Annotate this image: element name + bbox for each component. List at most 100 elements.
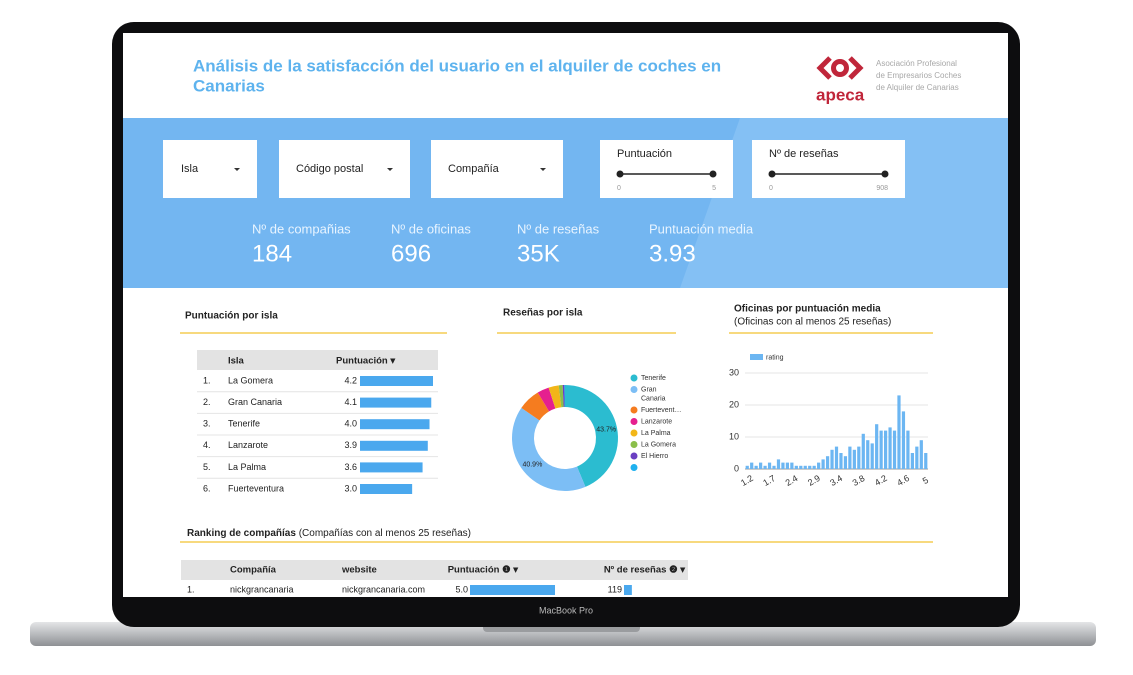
donut-slice — [521, 392, 550, 421]
value-bar — [360, 376, 433, 386]
bar — [919, 440, 923, 469]
bar — [821, 459, 825, 469]
legend-label: La Palma — [641, 430, 671, 437]
donut-slice — [564, 385, 565, 408]
bar — [759, 462, 763, 469]
slider-handle[interactable] — [881, 170, 889, 178]
row-rank: 5. — [203, 462, 211, 472]
logo-icon — [816, 56, 864, 80]
row-name: Tenerife — [228, 419, 260, 429]
legend-swatch — [630, 374, 638, 382]
legend-label: Gran Canaria — [641, 386, 666, 402]
slice-label: 43.7% — [596, 427, 616, 434]
legend-label: El Hierro — [641, 453, 668, 460]
legend-label: Fuertevent… — [641, 407, 681, 414]
row-name: La Gomera — [228, 375, 273, 385]
row-website: nickgrancanaria.com — [342, 584, 425, 594]
row-score: 5.0 — [455, 584, 468, 594]
value-bar — [360, 419, 430, 430]
org-name: Asociación Profesional — [876, 59, 957, 68]
kpi-value: 3.93 — [649, 240, 696, 267]
value-bar — [360, 484, 413, 494]
filter-label: Compañía — [448, 163, 500, 175]
table-header — [197, 350, 438, 370]
slider-label: Nº de reseñas — [769, 148, 839, 160]
bar — [772, 465, 776, 469]
dropdown-arrow — [234, 168, 240, 171]
row-rank: 4. — [203, 440, 211, 450]
slider-handle[interactable] — [768, 170, 776, 178]
bar — [888, 427, 892, 469]
y-tick-label: 10 — [729, 431, 739, 441]
slider-max: 5 — [712, 185, 716, 192]
bar — [790, 462, 794, 469]
bar — [830, 449, 834, 469]
filter-label: Isla — [181, 163, 199, 175]
bar — [750, 462, 754, 469]
bar — [857, 446, 861, 469]
row-value: 3.0 — [344, 483, 357, 493]
screen: Análisis de la satisfacción del usuario … — [123, 33, 1008, 597]
row-value: 4.2 — [344, 375, 357, 385]
bar — [883, 430, 888, 469]
donut-slice — [562, 385, 565, 408]
range-slider[interactable] — [600, 140, 733, 198]
column-header: website — [341, 565, 377, 576]
bar — [825, 456, 830, 469]
legend-label: rating — [766, 354, 784, 361]
legend-swatch — [750, 354, 763, 360]
section-title: Ranking de compañías (Compañías con al m… — [187, 528, 471, 539]
slider-label: Puntuación — [617, 148, 672, 160]
bar — [924, 453, 928, 469]
filter-dropdown[interactable] — [163, 140, 257, 198]
bar — [808, 465, 812, 469]
row-value: 4.0 — [344, 419, 357, 429]
legend-label: Lanzarote — [641, 418, 672, 425]
bar — [763, 465, 767, 469]
row-name: Fuerteventura — [228, 483, 284, 493]
table-header — [181, 560, 688, 580]
row-rank: 2. — [203, 397, 211, 407]
kpi-value: 696 — [391, 240, 431, 267]
row-value: 4.1 — [344, 397, 357, 407]
row-rank: 3. — [203, 419, 211, 429]
device-label: MacBook Pro — [539, 605, 593, 615]
slider-handle[interactable] — [616, 170, 624, 178]
row-name: Gran Canaria — [228, 397, 282, 407]
y-tick-label: 20 — [729, 399, 739, 409]
legend-swatch — [630, 452, 638, 460]
bar — [803, 465, 807, 469]
dropdown-arrow — [540, 168, 546, 171]
legend-swatch — [630, 464, 638, 471]
section-title: Puntuación por isla — [185, 311, 278, 322]
bar — [870, 443, 874, 469]
bar — [852, 449, 856, 469]
column-header: Compañía — [230, 565, 277, 576]
slider-handle[interactable] — [709, 170, 717, 178]
slice-label: 40.9% — [522, 461, 542, 468]
ranking-title: Ranking de compañías — [187, 528, 296, 539]
row-rank: 6. — [203, 483, 211, 493]
value-bar — [360, 462, 423, 473]
donut-slice — [512, 407, 586, 491]
row-rank: 1. — [203, 375, 211, 385]
y-tick-label: 30 — [729, 367, 739, 377]
y-tick-label: 0 — [734, 463, 739, 473]
bar — [754, 465, 758, 469]
row-reviews: 119 — [608, 584, 622, 594]
bar — [861, 433, 865, 469]
bar — [799, 465, 803, 469]
range-slider[interactable] — [752, 140, 905, 198]
row-name: Lanzarote — [228, 440, 268, 450]
dropdown-arrow — [387, 168, 393, 171]
bar — [812, 465, 816, 469]
bar — [910, 453, 914, 469]
title: Canarias — [193, 76, 265, 95]
legend-label: La Gomera — [641, 441, 676, 448]
column-header: Puntuación ❶ ▾ — [448, 565, 520, 576]
legend-label: Tenerife — [641, 375, 666, 382]
org-name: de Empresarios Coches — [876, 71, 961, 80]
value-bar — [360, 397, 432, 408]
row-value: 3.9 — [344, 440, 357, 450]
